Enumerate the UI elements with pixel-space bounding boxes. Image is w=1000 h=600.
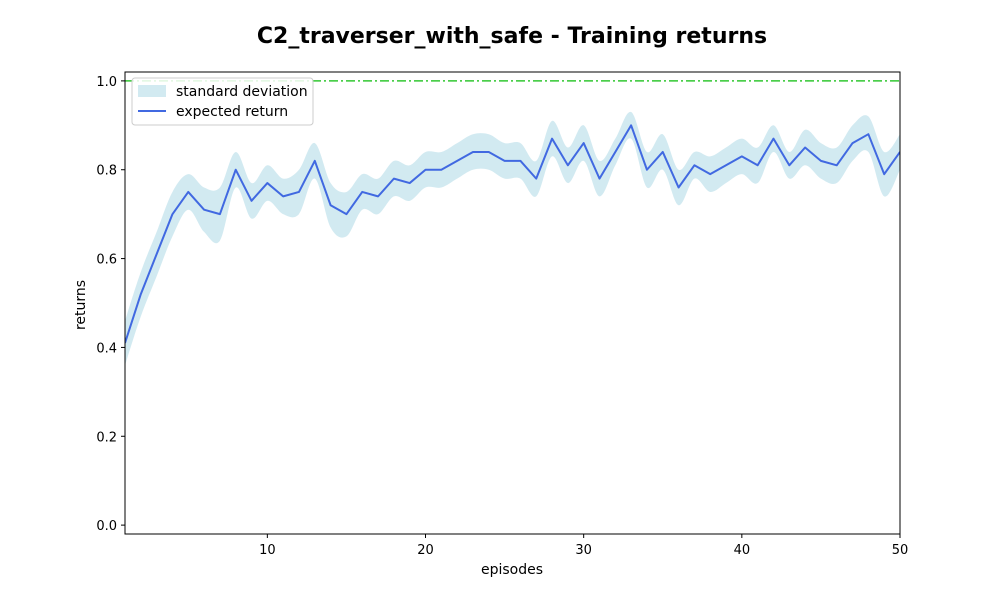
legend-label-standard-deviation: standard deviation <box>176 84 308 100</box>
legend-label-expected-return: expected return <box>176 104 288 120</box>
y-tick-label: 0.8 <box>96 164 117 179</box>
std-deviation-band <box>125 111 900 366</box>
y-tick-label: 0.2 <box>96 430 117 445</box>
legend-swatch-standard-deviation <box>138 85 166 97</box>
x-axis-label: episodes <box>481 562 543 578</box>
plot-area <box>125 80 900 366</box>
x-tick-label: 30 <box>575 543 592 558</box>
expected-return-line <box>125 124 900 344</box>
legend: standard deviation expected return <box>131 77 314 126</box>
x-tick-label: 10 <box>259 543 276 558</box>
y-tick-label: 0.4 <box>96 341 117 356</box>
x-tick-label: 40 <box>734 543 751 558</box>
plot-frame <box>124 71 901 535</box>
y-axis-label: returns <box>73 280 89 330</box>
x-tick-label: 50 <box>892 543 909 558</box>
legend-box <box>131 77 314 126</box>
y-tick-label: 0.6 <box>96 253 117 268</box>
x-tick-label: 20 <box>417 543 434 558</box>
y-tick-label: 0.0 <box>96 519 117 534</box>
chart-title: C2_traverser_with_safe - Training return… <box>257 24 767 49</box>
y-tick-label: 1.0 <box>96 75 117 90</box>
axis-ticks: 10 20 30 40 50 0.0 0.2 0.4 0.6 0.8 1.0 <box>96 75 908 558</box>
